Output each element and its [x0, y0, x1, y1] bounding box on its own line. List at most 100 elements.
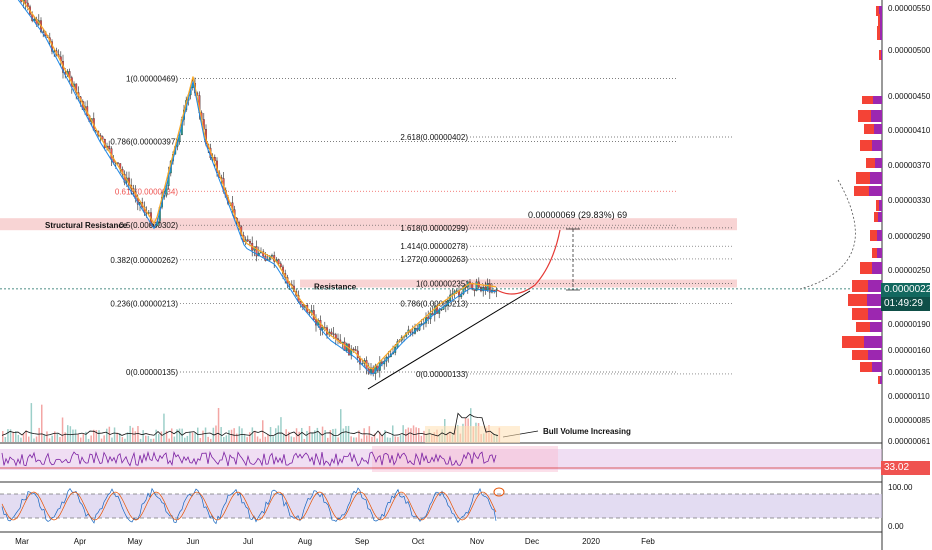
volume-bar [48, 438, 51, 442]
volume-bar [397, 436, 399, 442]
volume-bar [217, 407, 220, 442]
volume-bar [314, 430, 316, 442]
fib-ext-label: 0(0.00000133) [416, 370, 468, 379]
volume-bar [230, 429, 233, 442]
candle-body [473, 289, 476, 291]
volume-bar [93, 429, 95, 442]
volume-profile-sell [856, 172, 870, 184]
volume-profile-buy [869, 186, 882, 196]
volume-profile-sell [860, 262, 872, 274]
time-tick: Oct [412, 537, 425, 546]
volume-bar [402, 425, 404, 442]
price-tick: 0.00000085 [888, 416, 931, 425]
volume-bar [347, 425, 350, 442]
volume-bar [342, 428, 345, 442]
volume-bar [90, 435, 92, 442]
volume-bar [173, 436, 176, 442]
volume-bar [267, 434, 269, 442]
candle-body [24, 0, 27, 4]
volume-bar [259, 438, 261, 442]
fib-label: 0.236(0.00000213) [110, 299, 178, 308]
volume-bar [379, 431, 381, 442]
volume-bar [415, 427, 417, 442]
volume-bar [399, 435, 402, 442]
volume-bar [371, 436, 373, 442]
volume-profile-sell [852, 350, 868, 360]
volume-bar [254, 430, 256, 442]
volume-bar [366, 435, 368, 442]
volume-bar [405, 429, 407, 442]
volume-profile-sell [842, 336, 864, 348]
volume-bar [345, 426, 347, 442]
volume-bar [392, 425, 394, 442]
volume-bar [384, 430, 386, 442]
candle-body [101, 136, 104, 140]
volume-bar [98, 430, 100, 442]
time-tick: Jun [187, 537, 200, 546]
volume-profile-buy [877, 248, 882, 258]
resistance-label: Resistance [314, 283, 357, 292]
volume-profile-buy [870, 322, 882, 332]
volume-profile [799, 6, 882, 384]
candle-body [332, 333, 335, 335]
volume-bar [329, 430, 332, 442]
volume-bar [119, 433, 121, 442]
volume-bar [41, 404, 43, 442]
volume-bar [373, 433, 376, 442]
volume-bar [160, 431, 163, 442]
volume-profile-buy [880, 376, 882, 384]
measure-label: 0.00000069 (29.83%) 69 [528, 210, 627, 220]
volume-histogram [1, 403, 520, 443]
volume-bar [243, 433, 246, 442]
candle-body [279, 263, 282, 268]
volume-bar [389, 437, 391, 442]
volume-bar [358, 430, 360, 442]
fib-label: 1(0.00000469) [126, 75, 178, 84]
volume-bar [275, 428, 277, 442]
volume-bar [64, 432, 66, 442]
volume-bar [74, 429, 77, 442]
volume-profile-sell [864, 124, 874, 134]
volume-bar [225, 435, 228, 442]
candle-body [246, 239, 249, 242]
volume-bar [228, 430, 230, 442]
volume-bar [353, 437, 355, 442]
volume-bar [82, 434, 85, 442]
current-price-tag: 0.00000229 [881, 283, 932, 297]
volume-bar [394, 436, 397, 442]
volume-bar [25, 430, 27, 442]
volume-bar [376, 438, 378, 442]
candle-body [277, 259, 280, 264]
volume-bar [337, 437, 339, 442]
fib-label: 0.618(0.0000034) [115, 187, 179, 196]
volume-bar [20, 437, 22, 442]
volume-bar [158, 433, 160, 442]
volume-bar [168, 438, 170, 442]
volume-bar [155, 429, 157, 442]
volume-profile-sell [852, 308, 868, 320]
projection-curve [496, 229, 561, 295]
volume-bar [111, 437, 113, 442]
volume-bar [223, 436, 225, 442]
time-tick: Dec [525, 537, 539, 546]
volume-bar [17, 434, 20, 442]
volume-bar [124, 438, 126, 442]
volume-bar [59, 437, 61, 442]
volume-bar [301, 427, 303, 442]
volume-profile-buy [875, 158, 882, 168]
volume-profile-sell [872, 248, 877, 258]
time-tick: Aug [298, 537, 312, 546]
volume-profile-sell [866, 158, 875, 168]
volume-bar [46, 431, 48, 442]
volume-bar [171, 428, 173, 442]
candlestick-series [17, 0, 498, 381]
price-tick: 0.00000550 [888, 4, 931, 13]
volume-bar [150, 438, 152, 442]
volume-profile-sell [870, 230, 877, 241]
volume-bar [69, 426, 72, 442]
volume-bar [327, 437, 329, 442]
volume-bar [236, 433, 238, 442]
volume-bar [189, 431, 191, 442]
volume-bar [207, 436, 209, 442]
